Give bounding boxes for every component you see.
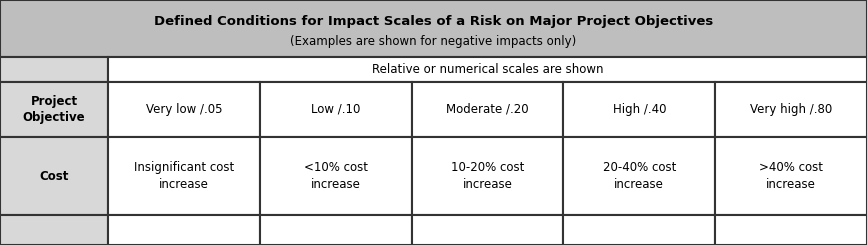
Text: Defined Conditions for Impact Scales of a Risk on Major Project Objectives: Defined Conditions for Impact Scales of … — [153, 15, 714, 28]
Text: <10% cost
increase: <10% cost increase — [303, 161, 368, 191]
Bar — [260, 82, 412, 137]
Text: High /.40: High /.40 — [613, 103, 666, 116]
Bar — [412, 82, 564, 137]
Bar — [564, 137, 715, 215]
Text: 20-40% cost
increase: 20-40% cost increase — [603, 161, 676, 191]
Bar — [412, 137, 564, 215]
Text: Moderate /.20: Moderate /.20 — [447, 103, 529, 116]
Text: Project
Objective: Project Objective — [23, 95, 85, 124]
Bar — [108, 215, 260, 245]
Bar — [108, 57, 867, 82]
Bar — [108, 137, 260, 215]
Bar — [108, 82, 260, 137]
Text: >40% cost
increase: >40% cost increase — [759, 161, 823, 191]
Bar — [260, 137, 412, 215]
Text: Insignificant cost
increase: Insignificant cost increase — [134, 161, 234, 191]
Text: Low /.10: Low /.10 — [311, 103, 361, 116]
Bar — [715, 215, 867, 245]
Bar — [0, 0, 867, 57]
Bar — [564, 82, 715, 137]
Bar — [0, 82, 108, 137]
Text: Very low /.05: Very low /.05 — [146, 103, 222, 116]
Bar — [564, 215, 715, 245]
Text: 10-20% cost
increase: 10-20% cost increase — [451, 161, 525, 191]
Text: Very high /.80: Very high /.80 — [750, 103, 832, 116]
Text: Relative or numerical scales are shown: Relative or numerical scales are shown — [372, 63, 603, 76]
Bar — [715, 82, 867, 137]
Bar — [0, 215, 108, 245]
Bar — [412, 215, 564, 245]
Text: Cost: Cost — [39, 170, 68, 183]
Text: (Examples are shown for negative impacts only): (Examples are shown for negative impacts… — [290, 35, 577, 48]
Bar — [260, 215, 412, 245]
Bar — [715, 137, 867, 215]
Bar — [0, 137, 108, 215]
Bar — [0, 57, 108, 82]
